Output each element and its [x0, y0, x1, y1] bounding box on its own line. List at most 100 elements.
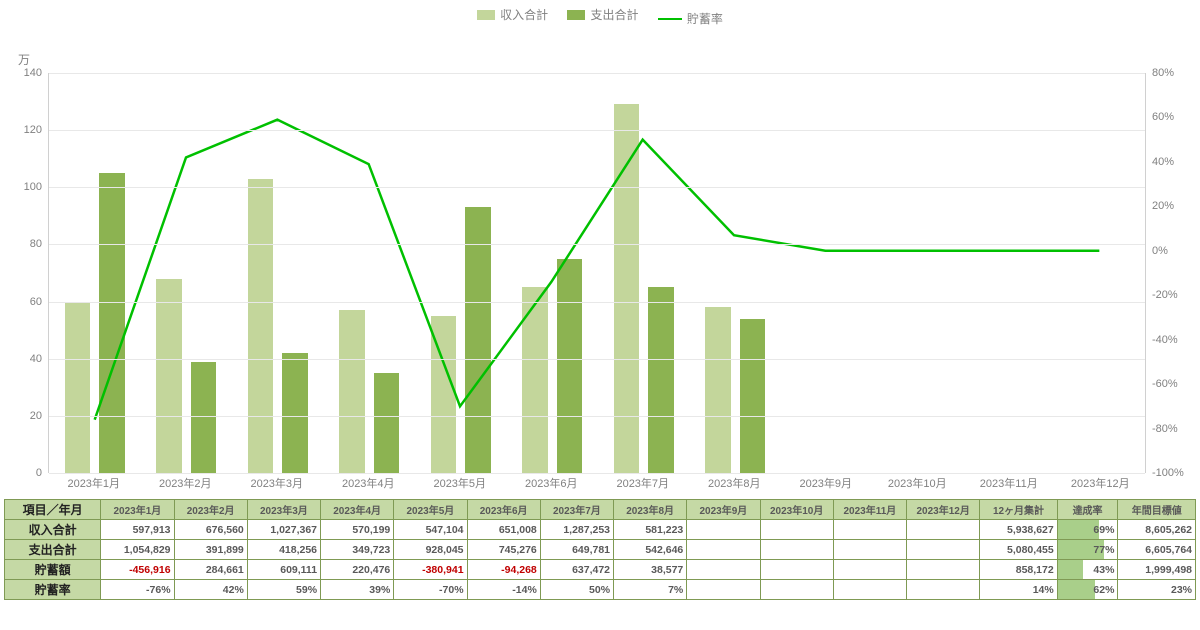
table-cell: 745,276 [467, 540, 540, 560]
table-cell: 651,008 [467, 520, 540, 540]
legend-expense-swatch [567, 10, 585, 20]
table-cell [687, 580, 760, 600]
x-tick: 2023年4月 [342, 475, 395, 491]
y-right-tick: -60% [1152, 378, 1178, 390]
table-cell: 581,223 [614, 520, 687, 540]
table-cell: -94,268 [467, 560, 540, 580]
table-row-header: 支出合計 [5, 540, 101, 560]
table-goal-cell: 8,605,262 [1118, 520, 1196, 540]
table-cell [833, 540, 906, 560]
y-right-tick: -20% [1152, 289, 1178, 301]
table-row: 収入合計597,913676,5601,027,367570,199547,10… [5, 520, 1196, 540]
table-cell: 7% [614, 580, 687, 600]
legend-savings-rate: 貯蓄率 [658, 10, 723, 27]
table-cell: 38,577 [614, 560, 687, 580]
grid-line [49, 416, 1145, 417]
table-cell: -70% [394, 580, 467, 600]
y-right-tick: -40% [1152, 334, 1178, 346]
legend-savings-rate-label: 貯蓄率 [687, 10, 723, 27]
table-cell: 1,027,367 [247, 520, 320, 540]
x-axis: 2023年1月 2023年2月 2023年3月 2023年4月 2023年5月 2023年… [48, 475, 1146, 497]
table-cell: 597,913 [101, 520, 174, 540]
table-cell: 349,723 [321, 540, 394, 560]
table-row: 貯蓄率-76%42%59%39%-70%-14%50%7%14%62%23% [5, 580, 1196, 600]
table-cell [760, 520, 833, 540]
legend-income-label: 収入合計 [500, 6, 548, 23]
table-rate-cell: 62% [1057, 580, 1118, 600]
table-cell: 570,199 [321, 520, 394, 540]
table-month-header: 2023年8月 [614, 500, 687, 520]
grid-line [49, 130, 1145, 131]
table-extra-header: 12ヶ月集計 [980, 500, 1057, 520]
table-cell: 391,899 [174, 540, 247, 560]
table-month-header: 2023年6月 [467, 500, 540, 520]
table-goal-cell: 23% [1118, 580, 1196, 600]
table-corner-header: 項目／年月 [5, 500, 101, 520]
x-tick: 2023年8月 [708, 475, 761, 491]
table-goal-cell: 1,999,498 [1118, 560, 1196, 580]
table-cell: -14% [467, 580, 540, 600]
table-cell: 547,104 [394, 520, 467, 540]
table-cell: 609,111 [247, 560, 320, 580]
x-tick: 2023年1月 [67, 475, 120, 491]
table-cell [833, 560, 906, 580]
x-tick: 2023年12月 [1071, 475, 1130, 491]
table-sum-cell: 5,080,455 [980, 540, 1057, 560]
table-rate-cell: 69% [1057, 520, 1118, 540]
table-rate-cell: 77% [1057, 540, 1118, 560]
table-cell: 928,045 [394, 540, 467, 560]
table-month-header: 2023年12月 [907, 500, 980, 520]
table-cell [907, 540, 980, 560]
x-tick: 2023年2月 [159, 475, 212, 491]
y-left-tick: 100 [24, 181, 42, 193]
table-row-header: 貯蓄額 [5, 560, 101, 580]
table-cell: 1,287,253 [540, 520, 613, 540]
table-cell: 39% [321, 580, 394, 600]
table-sum-cell: 14% [980, 580, 1057, 600]
legend-expense-label: 支出合計 [590, 6, 638, 23]
legend-expense: 支出合計 [567, 6, 638, 23]
y-right-tick: 20% [1152, 200, 1174, 212]
table-cell: 50% [540, 580, 613, 600]
x-tick: 2023年9月 [799, 475, 852, 491]
x-tick: 2023年7月 [616, 475, 669, 491]
legend-income-swatch [477, 10, 495, 20]
table-row: 貯蓄額-456,916284,661609,111220,476-380,941… [5, 560, 1196, 580]
y-right-tick: 0% [1152, 245, 1168, 257]
table-cell [833, 520, 906, 540]
y-axis-unit-label: 万 [18, 51, 30, 68]
y-right-tick: 40% [1152, 156, 1174, 168]
savings-rate-line [95, 120, 1100, 420]
table-cell: 42% [174, 580, 247, 600]
y-right-tick: 80% [1152, 67, 1174, 79]
table-cell: 542,646 [614, 540, 687, 560]
table-sum-cell: 5,938,627 [980, 520, 1057, 540]
table-cell [687, 520, 760, 540]
grid-line [49, 359, 1145, 360]
legend-line-swatch [658, 18, 682, 20]
table-extra-header: 達成率 [1057, 500, 1118, 520]
y-right-tick: 60% [1152, 111, 1174, 123]
y-left-tick: 20 [30, 410, 42, 422]
y-axis-right: -100%-80%-60%-40%-20%0%20%40%60%80% [1146, 73, 1196, 473]
table-cell [760, 560, 833, 580]
y-right-tick: -80% [1152, 423, 1178, 435]
legend-income: 収入合計 [477, 6, 548, 23]
table-cell: 1,054,829 [101, 540, 174, 560]
x-tick: 2023年3月 [250, 475, 303, 491]
table-sum-cell: 858,172 [980, 560, 1057, 580]
table-month-header: 2023年2月 [174, 500, 247, 520]
y-left-tick: 140 [24, 67, 42, 79]
x-tick: 2023年10月 [888, 475, 947, 491]
table-goal-cell: 6,605,764 [1118, 540, 1196, 560]
table-cell: -456,916 [101, 560, 174, 580]
x-tick: 2023年6月 [525, 475, 578, 491]
table-rate-cell: 43% [1057, 560, 1118, 580]
table-month-header: 2023年5月 [394, 500, 467, 520]
table-month-header: 2023年3月 [247, 500, 320, 520]
table-cell: 59% [247, 580, 320, 600]
x-tick: 2023年5月 [433, 475, 486, 491]
table-cell [833, 580, 906, 600]
chart-plot-area [48, 73, 1146, 473]
table-month-header: 2023年9月 [687, 500, 760, 520]
